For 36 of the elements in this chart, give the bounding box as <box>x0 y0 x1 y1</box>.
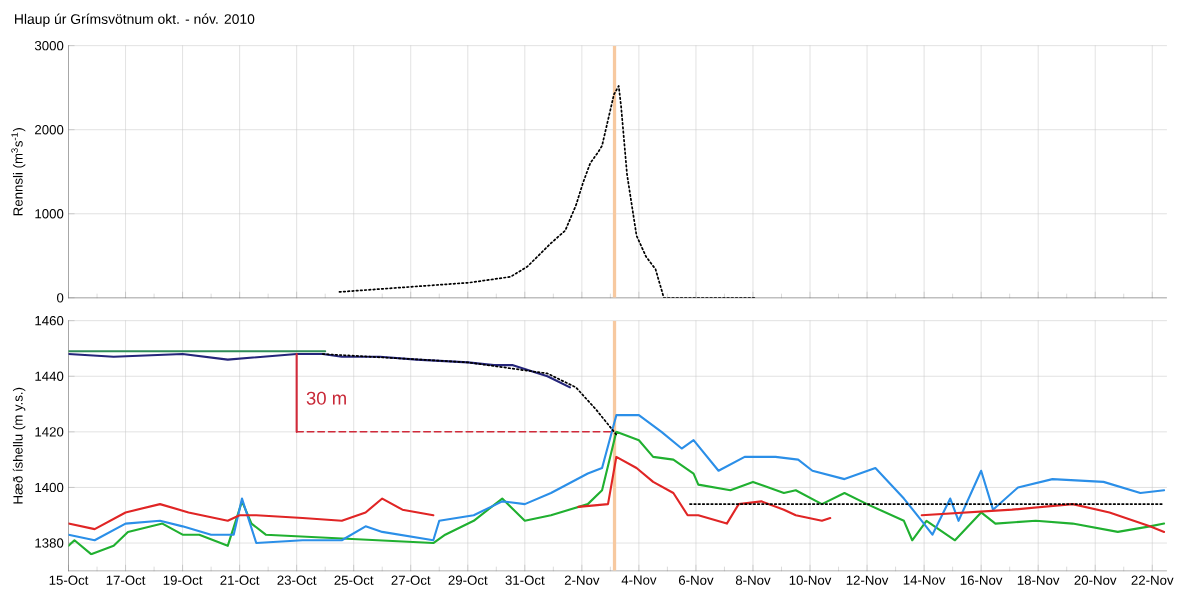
x-tick-label: 20-Nov <box>1074 575 1117 586</box>
x-tick-label: 22-Nov <box>1131 575 1174 586</box>
x-tick-label: 14-Nov <box>903 575 946 585</box>
x-tick-label: 15-Oct <box>49 575 89 586</box>
x-tick-label: 25-Oct <box>334 575 374 586</box>
x-tick-label: 19-Oct <box>163 575 203 586</box>
line-series <box>68 414 1166 545</box>
y-tick-label: 1380 <box>35 538 64 548</box>
y-tick-label: 0 <box>56 293 64 303</box>
x-tick-label: 23-Oct <box>277 575 317 586</box>
x-tick-label: 29-Oct <box>448 575 488 586</box>
y-axis-title: Hæð íshellu (m y.s.) <box>12 388 26 504</box>
y-axis-title: Rennsli (m$^{3}$s$^{-1}$) <box>11 128 26 216</box>
x-tick-label: 17-Oct <box>106 575 146 586</box>
y-tick-label: 1400 <box>35 482 64 493</box>
x-tick-label: 10-Nov <box>789 575 832 586</box>
x-tick-label: 8-Nov <box>735 575 771 586</box>
y-tick-label: 3000 <box>34 41 64 51</box>
x-tick-label: 4-Nov <box>621 575 657 585</box>
x-tick-label: 12-Nov <box>846 575 889 586</box>
chart-title: Hlaup úr Grímsvötnum okt. - nóv. 2010 <box>15 13 255 27</box>
y-tick-label: 1000 <box>35 209 64 219</box>
x-tick-label: 2-Nov <box>564 575 600 586</box>
x-tick-label: 16-Nov <box>960 575 1003 586</box>
line-series <box>68 430 1166 556</box>
y-tick-label: 2000 <box>35 125 64 135</box>
x-tick-label: 31-Oct <box>505 575 545 586</box>
line-series <box>68 353 572 389</box>
y-tick-label: 1420 <box>35 427 64 437</box>
x-tick-label: 21-Oct <box>220 575 260 586</box>
x-tick-label: 27-Oct <box>391 575 431 586</box>
y-tick-label: 1460 <box>35 316 64 326</box>
x-tick-label: 6-Nov <box>678 575 714 586</box>
y-tick-label: 1440 <box>35 371 64 382</box>
x-tick-label: 18-Nov <box>1017 575 1060 586</box>
annotation: 30 m <box>306 391 346 405</box>
